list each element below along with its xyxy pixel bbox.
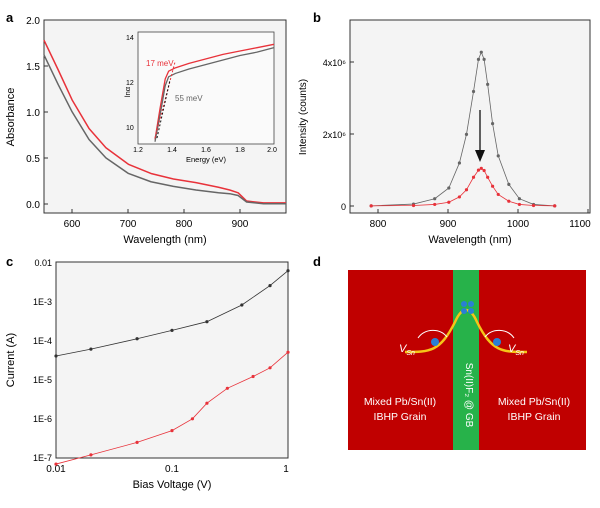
tick-label: 0.01 bbox=[34, 258, 52, 268]
tick-label: 800 bbox=[370, 219, 387, 230]
panel-a-series bbox=[43, 39, 286, 205]
inset-series-0 bbox=[154, 43, 275, 140]
absorbance-series-0 bbox=[43, 39, 286, 204]
panel-d-letter: d bbox=[313, 254, 321, 269]
inset-ylabel: lnα bbox=[123, 86, 132, 97]
panel-c-plot-area bbox=[55, 261, 289, 459]
panel-a-ylabel: Absorbance bbox=[5, 88, 17, 147]
panel-a-xlabel: Wavelength (nm) bbox=[123, 234, 206, 246]
inset-fit-black bbox=[156, 79, 171, 139]
tick-label: 700 bbox=[120, 219, 137, 230]
panel-b-letter: b bbox=[313, 10, 321, 25]
tick-label: 1100 bbox=[569, 219, 591, 230]
electron-icon bbox=[468, 301, 474, 307]
tick-label: 0.01 bbox=[46, 464, 66, 475]
panel-c-ylabel: Current (A) bbox=[5, 333, 17, 387]
tick-label: 1 bbox=[283, 464, 289, 475]
tick-label: 1000 bbox=[507, 219, 530, 230]
electron-icon bbox=[468, 308, 474, 314]
tick-label: 1E-5 bbox=[33, 375, 52, 385]
panel-a-letter: a bbox=[6, 10, 14, 25]
curved-arrow-icon bbox=[417, 329, 448, 339]
panel-d: d VSn VSn Mixed Pb/Sn(II) IBHP Grain Mix… bbox=[313, 254, 586, 450]
inset-annotation-red: 17 meV bbox=[146, 59, 174, 68]
vacancy-label-right: VSn bbox=[508, 343, 524, 357]
grain-label-left: Mixed Pb/Sn(II) bbox=[364, 396, 436, 408]
pl-series-line-1 bbox=[371, 167, 555, 207]
pl-series-point bbox=[553, 204, 557, 208]
inset-frame bbox=[137, 31, 275, 145]
tick-label: 1.5 bbox=[26, 62, 40, 73]
tick-label: 1.0 bbox=[26, 108, 40, 119]
inset-fit-red bbox=[154, 61, 176, 139]
panel-a: a 0.0 0.5 1.0 1.5 2.0 600 700 800 900 Wa… bbox=[5, 10, 287, 246]
panel-b-series bbox=[369, 50, 557, 208]
panel-a-inset: 14 12 10 1.2 1.4 1.6 1.8 2.0 Energy (eV)… bbox=[123, 31, 277, 164]
electron-icon bbox=[461, 301, 467, 307]
tick-label: 900 bbox=[232, 219, 249, 230]
panel-b-xlabel: Wavelength (nm) bbox=[428, 234, 511, 246]
inset-series bbox=[154, 43, 275, 142]
tick-label: 0.0 bbox=[26, 200, 40, 211]
tick-label: 0 bbox=[341, 202, 346, 212]
boundary-label: Sn(II)F₂ @ GB bbox=[463, 363, 474, 428]
tick-label: 4x10⁶ bbox=[323, 58, 347, 68]
absorbance-series-1 bbox=[43, 54, 286, 205]
inset-annotation-gray: 55 meV bbox=[175, 94, 203, 103]
tick-label: 1.2 bbox=[133, 147, 143, 154]
tick-label: 1E-6 bbox=[33, 414, 52, 424]
tick-label: 0.5 bbox=[26, 154, 40, 165]
tick-label: 1E-3 bbox=[33, 297, 52, 307]
arrow-down-icon bbox=[475, 150, 485, 162]
tick-label: 1.6 bbox=[201, 147, 211, 154]
inset-xlabel: Energy (eV) bbox=[186, 155, 227, 164]
tick-label: 0.1 bbox=[165, 464, 179, 475]
iv-series-line-1 bbox=[55, 351, 289, 465]
grain-boundary bbox=[453, 270, 479, 450]
tick-label: 1.8 bbox=[235, 147, 245, 154]
curved-arrow-icon bbox=[484, 329, 515, 339]
grain-label-right: Mixed Pb/Sn(II) bbox=[498, 396, 570, 408]
tick-label: 2.0 bbox=[267, 147, 277, 154]
tick-label: 1.4 bbox=[167, 147, 177, 154]
tick-label: 2.0 bbox=[26, 16, 40, 27]
panel-c: c 0.01 1E-3 1E-4 1E-5 1E-6 1E-7 0.01 0.1… bbox=[5, 254, 290, 491]
inset-series-1 bbox=[154, 47, 275, 142]
panel-c-letter: c bbox=[6, 254, 13, 269]
panel-c-series bbox=[54, 269, 290, 466]
tick-label: 10 bbox=[126, 125, 134, 132]
electron-icon bbox=[431, 338, 439, 346]
grain-label-left-2: IBHP Grain bbox=[374, 411, 427, 423]
tick-label: 800 bbox=[176, 219, 193, 230]
electron-icon bbox=[493, 338, 501, 346]
vacancy-label-left: VSn bbox=[399, 343, 415, 357]
tick-label: 2x10⁶ bbox=[323, 130, 347, 140]
panel-c-xlabel: Bias Voltage (V) bbox=[133, 479, 212, 491]
tick-label: 900 bbox=[440, 219, 457, 230]
tick-label: 14 bbox=[126, 35, 134, 42]
electron-icon bbox=[461, 308, 467, 314]
panel-a-yaxis: 0.0 0.5 1.0 1.5 2.0 bbox=[26, 16, 48, 211]
tick-label: 600 bbox=[64, 219, 81, 230]
tick-label: 12 bbox=[126, 80, 134, 87]
panel-b-plot-area bbox=[349, 19, 591, 214]
panel-b: b 800 900 1000 1100 0 2x10⁶ 4x10⁶ Wavele… bbox=[298, 10, 591, 246]
iv-series-line-0 bbox=[55, 270, 289, 357]
pl-series-line-0 bbox=[371, 51, 555, 207]
grain-label-right-2: IBHP Grain bbox=[508, 411, 561, 423]
tick-label: 1E-4 bbox=[33, 336, 52, 346]
tick-label: 1E-7 bbox=[33, 453, 52, 463]
panel-a-xaxis: 600 700 800 900 bbox=[64, 209, 249, 230]
panel-b-ylabel: Intensity (counts) bbox=[298, 79, 309, 155]
